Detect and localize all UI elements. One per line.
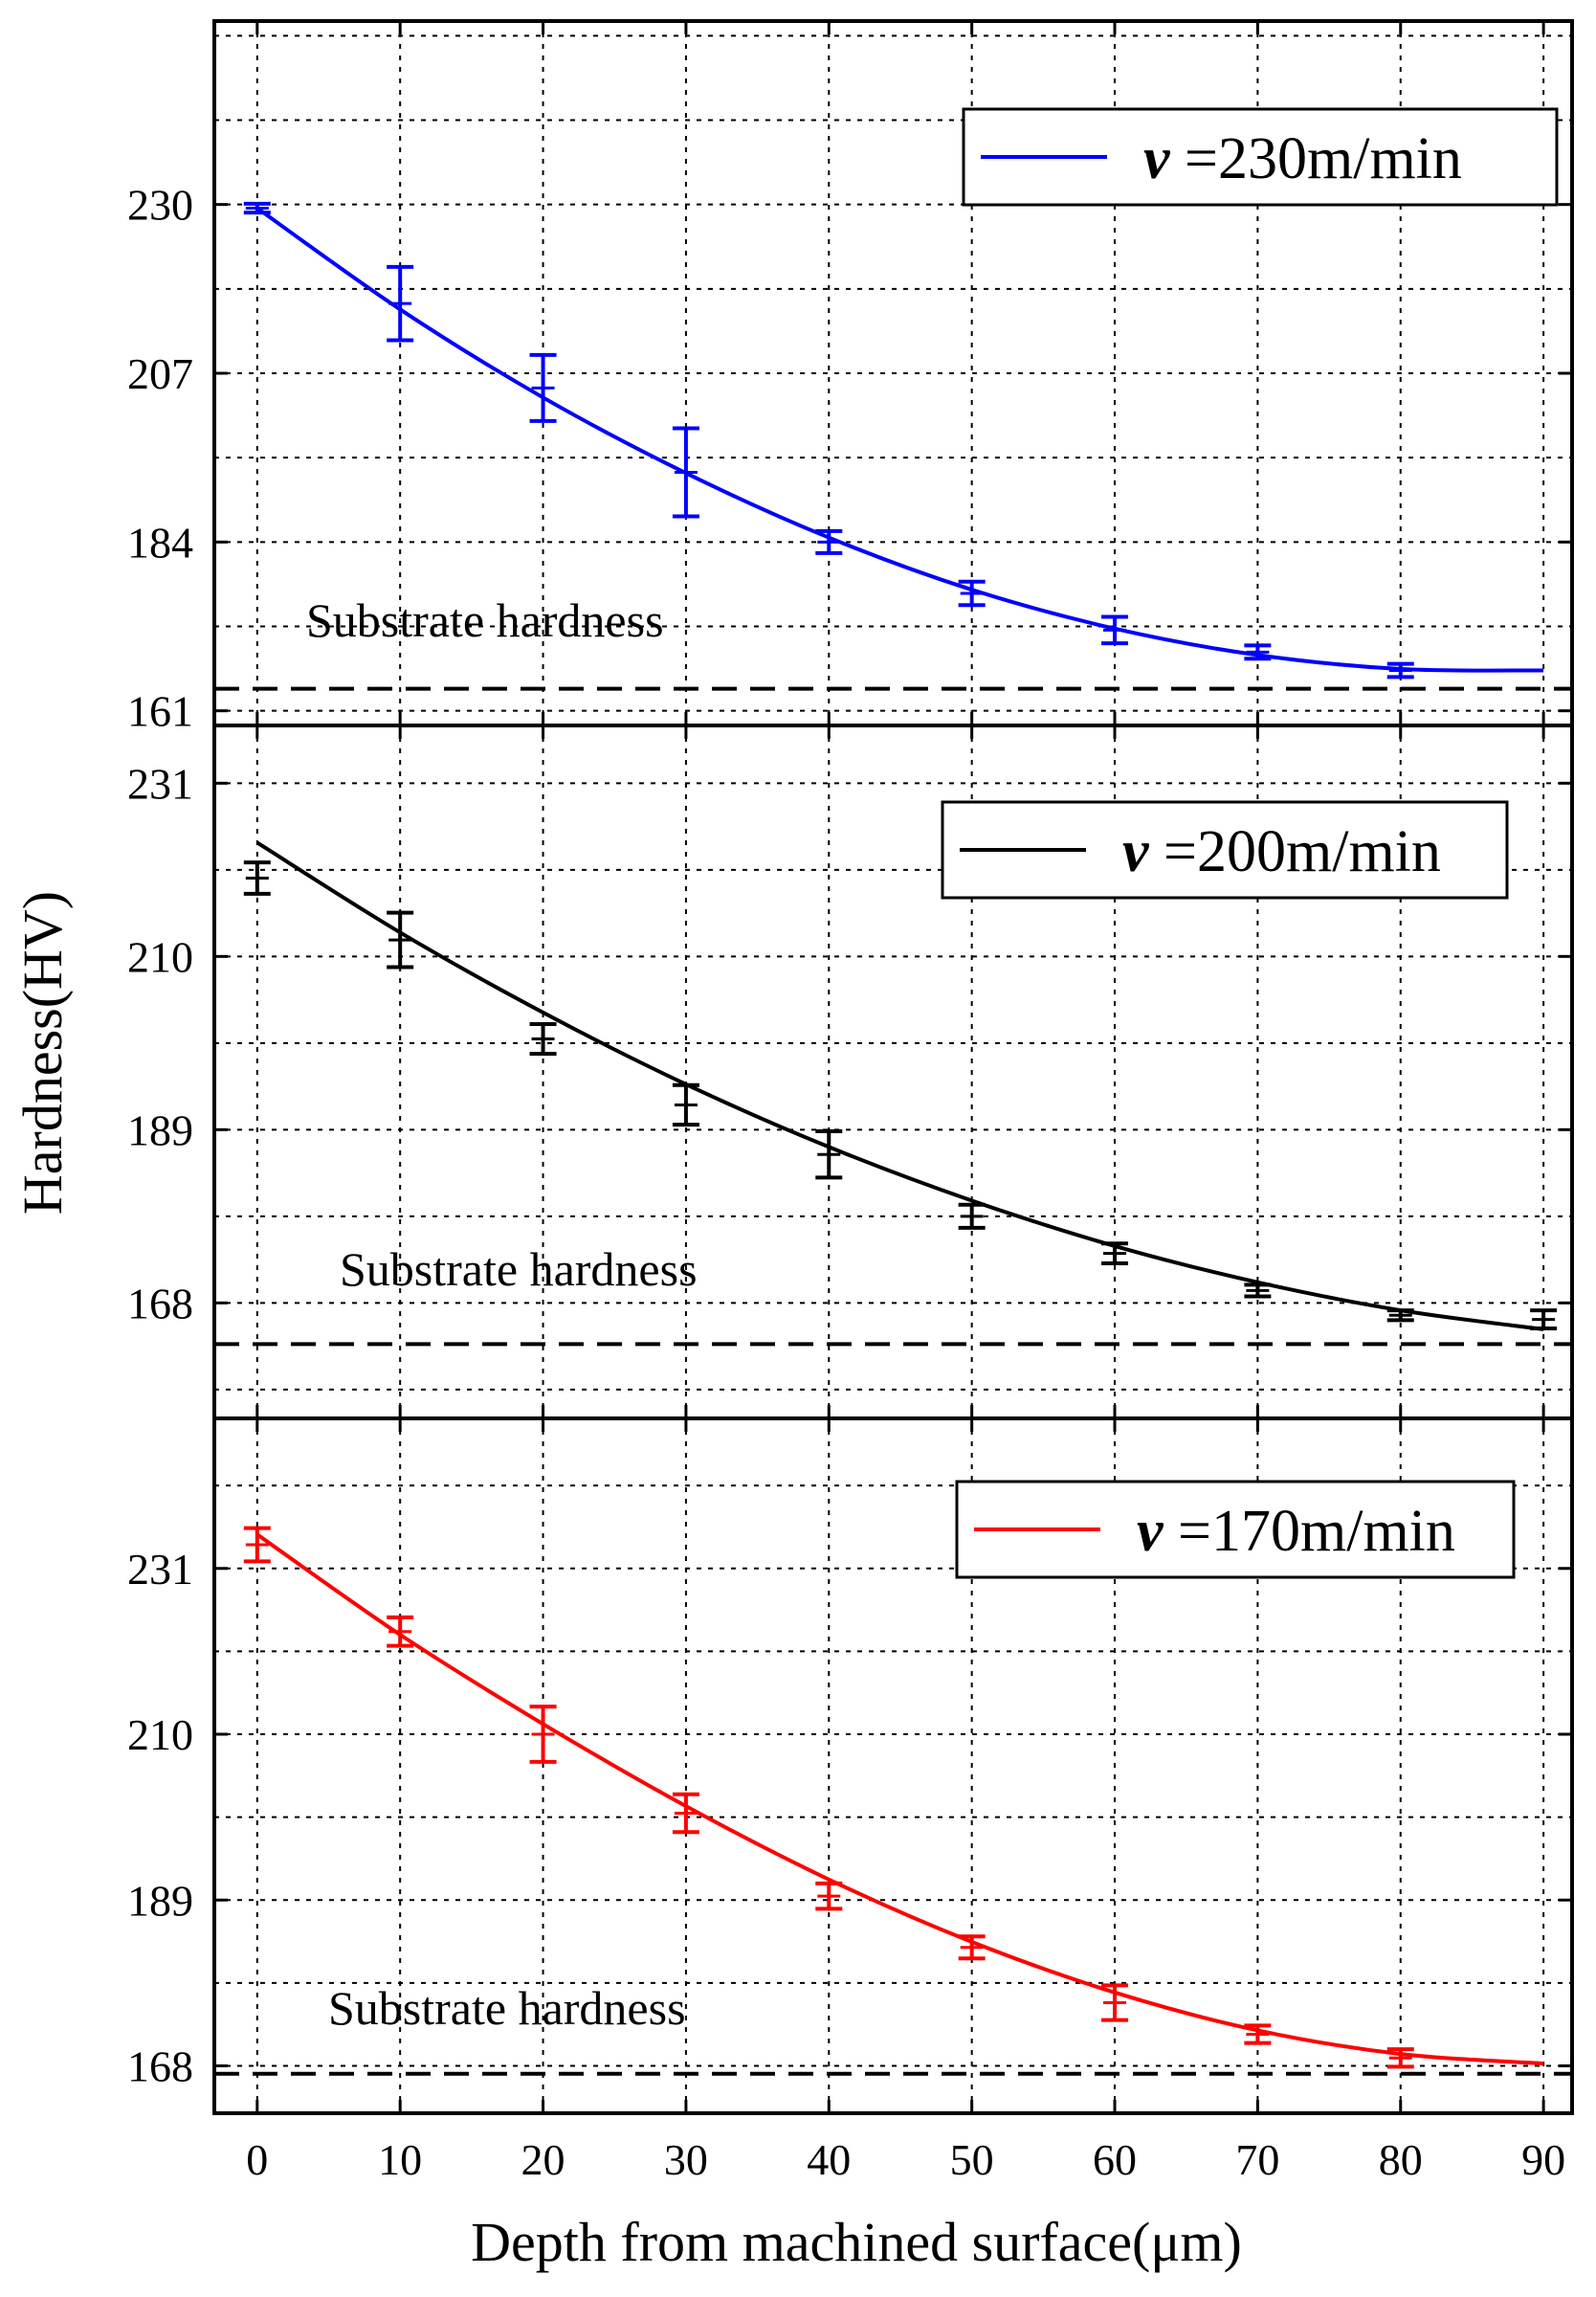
y-tick-label: 230 [127,181,193,230]
legend-symbol: v [1122,819,1164,884]
y-tick-label: 184 [127,518,193,567]
error-bar [243,201,271,215]
y-tick-label: 231 [127,1545,193,1594]
error-bar [672,426,699,519]
x-tick-label: 40 [807,2135,851,2184]
y-tick-label: 168 [127,1279,193,1327]
y-tick-label: 189 [127,1105,193,1154]
x-tick-label: 20 [521,2135,565,2184]
y-tick-label: 210 [127,1710,193,1759]
x-axis-title: Depth from machined surface(μm) [471,2211,1242,2273]
error-bar [1101,1241,1129,1265]
panels: 161 184 207 230 Substrate hardness v =230m/mi… [127,19,1574,2115]
error-bar [672,1082,699,1127]
error-bar [1101,614,1129,646]
x-tick-label: 90 [1521,2135,1565,2184]
y-tick-label: 189 [127,1876,193,1925]
series-fit-line [255,206,1544,673]
x-tick-label: 60 [1093,2135,1137,2184]
legend-value: =170m/min [1178,1499,1455,1564]
legend: v =230m/min [962,107,1559,207]
series-fit-line [255,840,1544,1331]
y-tick-label: 207 [127,349,193,398]
error-bar [815,1129,843,1180]
legend-value: =200m/min [1164,819,1441,884]
x-tick-label: 0 [246,2135,268,2184]
error-bar [1386,661,1414,680]
error-bar [1530,1308,1558,1331]
error-bar [1244,2023,1272,2045]
error-bar [672,1792,699,1835]
x-tick-label: 30 [664,2135,708,2184]
legend-value: =230m/min [1185,126,1462,191]
y-tick-label: 210 [127,932,193,981]
x-axis-tick-labels: 0 10 20 30 40 50 60 70 80 90 [246,2135,1565,2184]
series-fit-line [255,1532,1544,2065]
legend: v =170m/min [955,1480,1516,1579]
x-tick-label: 10 [378,2135,422,2184]
y-tick-label: 168 [127,2042,193,2091]
x-tick-label: 50 [950,2135,994,2184]
error-bar [815,528,843,555]
error-bar [387,910,414,970]
legend-label: v =230m/min [1143,126,1462,191]
legend-label: v =170m/min [1137,1499,1455,1564]
x-tick-label: 80 [1379,2135,1423,2184]
error-bar [529,1705,557,1764]
panel-frame [212,1416,1574,2115]
error-bar [1244,1282,1272,1299]
error-bar [1386,1308,1414,1323]
legend-label: v =200m/min [1122,819,1441,884]
legend-symbol: v [1143,126,1185,191]
y-tick-label: 231 [127,759,193,808]
error-bar [958,1202,986,1230]
error-bar [958,1934,986,1961]
error-bar [958,579,986,608]
panel-2: 168 189 210 231 Substrate hardness v =200m/mi… [127,724,1574,1420]
legend: v =200m/min [941,800,1509,900]
substrate-hardness-label: Substrate hardness [340,1242,698,1296]
panel-3: 168 189 210 231 Substrate hardness v =170m/mi… [127,1416,1574,2115]
error-bar [1244,643,1272,661]
error-bar [243,860,271,896]
error-bar [529,1022,557,1057]
error-bar [815,1881,843,1911]
error-bar [1101,1983,1129,2022]
substrate-hardness-label: Substrate hardness [306,593,664,647]
substrate-hardness-label: Substrate hardness [328,1981,686,2035]
y-tick-label: 161 [127,687,193,736]
error-bar [1386,2047,1414,2069]
error-bar [243,1526,271,1564]
legend-symbol: v [1137,1499,1178,1564]
error-bar [529,352,557,423]
x-tick-label: 70 [1235,2135,1279,2184]
error-bar [387,264,414,343]
y-axis-title: Hardness(HV) [11,891,74,1215]
panel-1: 161 184 207 230 Substrate hardness v =230m/mi… [127,19,1574,736]
error-bar [387,1615,414,1648]
